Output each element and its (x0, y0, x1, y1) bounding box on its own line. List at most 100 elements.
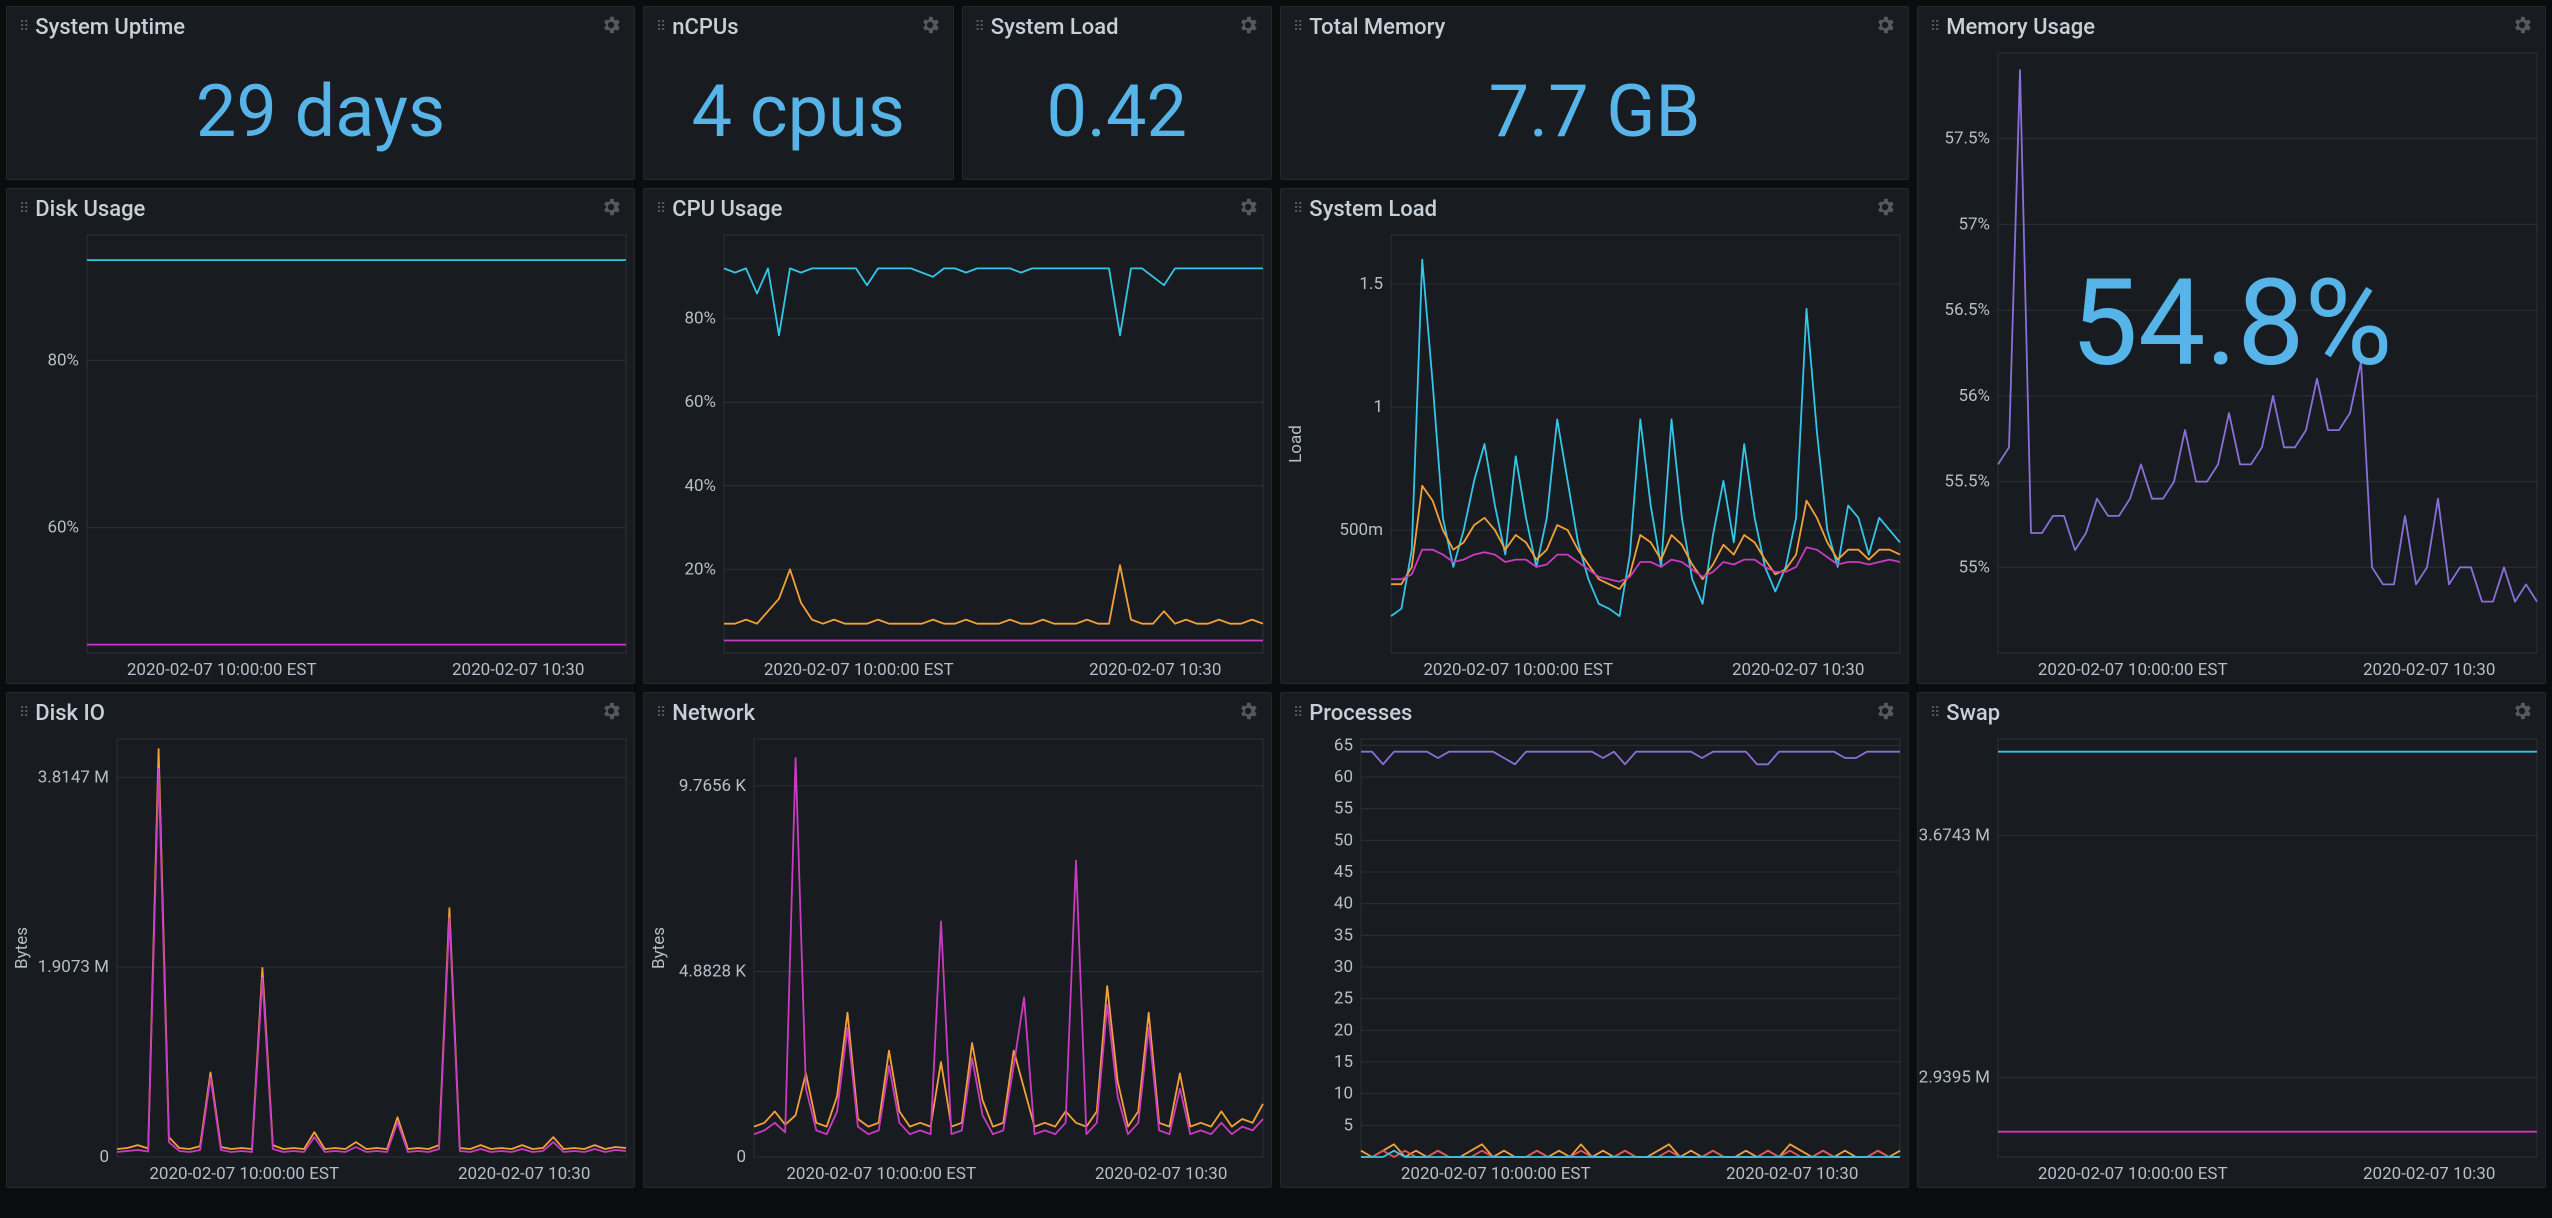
panel-title: Processes (1309, 701, 1412, 726)
svg-text:9.7656 K: 9.7656 K (679, 776, 746, 796)
processes-panel: ⠿Processes 51015202530354045505560652020… (1280, 692, 1909, 1188)
drag-handle-icon[interactable]: ⠿ (1293, 705, 1301, 721)
drag-handle-icon[interactable]: ⠿ (656, 19, 664, 35)
svg-text:Bytes: Bytes (649, 927, 669, 969)
gear-icon[interactable] (1874, 700, 1896, 726)
uptime-panel: ⠿System Uptime 29 days (6, 6, 635, 180)
cpu-usage-panel: ⠿CPU Usage 20%40%60%80%2020-02-07 10:00:… (643, 188, 1272, 684)
disk-io-panel: ⠿Disk IO 01.9073 M3.8147 MBytes2020-02-0… (6, 692, 635, 1188)
panel-title: Disk IO (35, 701, 105, 726)
svg-text:2020-02-07 10:30: 2020-02-07 10:30 (1089, 660, 1221, 680)
gear-icon[interactable] (1237, 196, 1259, 222)
svg-text:56.5%: 56.5% (1944, 300, 1990, 320)
swap-chart[interactable]: 762.9395 M 953.6743 M 2020-02-07 10:00:00 … (1918, 729, 2545, 1187)
processes-chart[interactable]: 51015202530354045505560652020-02-07 10:0… (1281, 729, 1908, 1187)
drag-handle-icon[interactable]: ⠿ (1293, 201, 1301, 217)
gear-icon[interactable] (919, 14, 941, 40)
svg-text:80%: 80% (47, 350, 79, 370)
drag-handle-icon[interactable]: ⠿ (1293, 19, 1301, 35)
svg-text:2020-02-07 10:30: 2020-02-07 10:30 (1095, 1164, 1227, 1184)
drag-handle-icon[interactable]: ⠿ (656, 705, 664, 721)
svg-text:55: 55 (1334, 799, 1353, 819)
network-panel: ⠿Network 04.8828 K9.7656 KBytes2020-02-0… (643, 692, 1272, 1188)
network-chart[interactable]: 0 4.8828 K 9.7656 K Bytes 2020-02-07 10:00:0… (644, 729, 1271, 1187)
svg-text:60: 60 (1334, 767, 1353, 787)
svg-text:2020-02-07 10:00:00 EST: 2020-02-07 10:00:00 EST (786, 1164, 976, 1184)
svg-text:Load: Load (1286, 425, 1306, 463)
ncpus-panel: ⠿nCPUs 4 cpus (643, 6, 954, 180)
svg-text:2020-02-07 10:00:00 EST: 2020-02-07 10:00:00 EST (127, 660, 317, 680)
svg-text:2020-02-07 10:00:00 EST: 2020-02-07 10:00:00 EST (2038, 1164, 2228, 1184)
drag-handle-icon[interactable]: ⠿ (1930, 705, 1938, 721)
svg-text:953.6743 M: 953.6743 M (1918, 826, 1990, 846)
gear-icon[interactable] (1237, 14, 1259, 40)
gear-icon[interactable] (2511, 700, 2533, 726)
uptime-value: 29 days (7, 43, 634, 179)
svg-text:0: 0 (736, 1147, 746, 1167)
svg-text:3.8147 M: 3.8147 M (38, 767, 109, 787)
svg-text:2020-02-07 10:30: 2020-02-07 10:30 (2363, 1164, 2495, 1184)
gear-icon[interactable] (600, 14, 622, 40)
svg-text:2020-02-07 10:00:00 EST: 2020-02-07 10:00:00 EST (1401, 1164, 1591, 1184)
svg-text:4.8828 K: 4.8828 K (679, 961, 746, 981)
gear-icon[interactable] (1874, 14, 1896, 40)
panel-title: System Load (1309, 197, 1437, 222)
svg-text:1.9073 M: 1.9073 M (38, 957, 109, 977)
svg-text:2020-02-07 10:30: 2020-02-07 10:30 (2363, 660, 2495, 680)
svg-text:2020-02-07 10:00:00 EST: 2020-02-07 10:00:00 EST (149, 1164, 339, 1184)
svg-text:2020-02-07 10:00:00 EST: 2020-02-07 10:00:00 EST (1423, 660, 1613, 680)
disk-io-chart[interactable]: 01.9073 M3.8147 MBytes2020-02-07 10:00:0… (7, 729, 634, 1187)
swap-panel: ⠿ Swap 762.9395 M 953.6743 M 2020-02-07 10:… (1917, 692, 2546, 1188)
panel-title: Memory Usage (1946, 15, 2095, 40)
svg-text:45: 45 (1334, 862, 1353, 882)
drag-handle-icon[interactable]: ⠿ (19, 19, 27, 35)
drag-handle-icon[interactable]: ⠿ (1930, 19, 1938, 35)
ncpus-value: 4 cpus (644, 43, 953, 179)
svg-text:80%: 80% (684, 309, 716, 329)
panel-title: Swap (1946, 701, 2000, 726)
svg-text:65: 65 (1334, 735, 1353, 755)
cpu-usage-chart[interactable]: 20%40%60%80%2020-02-07 10:00:00 EST2020-… (644, 225, 1271, 683)
svg-text:1: 1 (1373, 397, 1383, 417)
svg-text:60%: 60% (684, 392, 716, 412)
drag-handle-icon[interactable]: ⠿ (19, 201, 27, 217)
drag-handle-icon[interactable]: ⠿ (975, 19, 983, 35)
sysload-stat-panel: ⠿System Load 0.42 (962, 6, 1273, 180)
svg-text:56%: 56% (1958, 386, 1990, 406)
panel-title: Disk Usage (35, 197, 145, 222)
drag-handle-icon[interactable]: ⠿ (656, 201, 664, 217)
svg-text:40: 40 (1334, 894, 1353, 914)
svg-text:2020-02-07 10:00:00 EST: 2020-02-07 10:00:00 EST (764, 660, 954, 680)
svg-text:10: 10 (1334, 1084, 1353, 1104)
svg-text:60%: 60% (47, 518, 79, 538)
drag-handle-icon[interactable]: ⠿ (19, 705, 27, 721)
panel-title: System Load (991, 15, 1119, 40)
disk-usage-chart[interactable]: 60%80%2020-02-07 10:00:00 EST2020-02-07 … (7, 225, 634, 683)
system-load-chart-panel: ⠿System Load 500m11.5Load2020-02-07 10:0… (1280, 188, 1909, 684)
svg-text:55%: 55% (1958, 557, 1990, 577)
svg-text:15: 15 (1334, 1052, 1353, 1072)
memory-usage-chart[interactable]: 55%55.5%56%56.5%57%57.5%2020-02-07 10:00… (1918, 43, 2545, 683)
svg-text:30: 30 (1334, 957, 1353, 977)
totalmem-panel: ⠿ Total Memory 7.7 GB (1280, 6, 1909, 180)
gear-icon[interactable] (1874, 196, 1896, 222)
gear-icon[interactable] (600, 196, 622, 222)
svg-text:55.5%: 55.5% (1944, 472, 1990, 492)
panel-title: Total Memory (1309, 15, 1445, 40)
svg-text:57.5%: 57.5% (1944, 129, 1990, 149)
svg-text:2020-02-07 10:30: 2020-02-07 10:30 (458, 1164, 590, 1184)
gear-icon[interactable] (1237, 700, 1259, 726)
svg-text:57%: 57% (1958, 214, 1990, 234)
svg-text:35: 35 (1334, 925, 1353, 945)
memory-usage-panel: ⠿ Memory Usage 55% 55.5% 56% 56.5% 57% 57.5% 20… (1917, 6, 2546, 684)
totalmem-value: 7.7 GB (1281, 43, 1908, 179)
gear-icon[interactable] (2511, 14, 2533, 40)
svg-text:762.9395 M: 762.9395 M (1918, 1067, 1990, 1087)
svg-text:0: 0 (99, 1147, 109, 1167)
svg-text:20%: 20% (684, 559, 716, 579)
svg-text:20: 20 (1334, 1020, 1353, 1040)
svg-text:25: 25 (1334, 989, 1353, 1009)
svg-text:50: 50 (1334, 830, 1353, 850)
system-load-chart[interactable]: 500m11.5Load2020-02-07 10:00:00 EST2020-… (1281, 225, 1908, 683)
gear-icon[interactable] (600, 700, 622, 726)
